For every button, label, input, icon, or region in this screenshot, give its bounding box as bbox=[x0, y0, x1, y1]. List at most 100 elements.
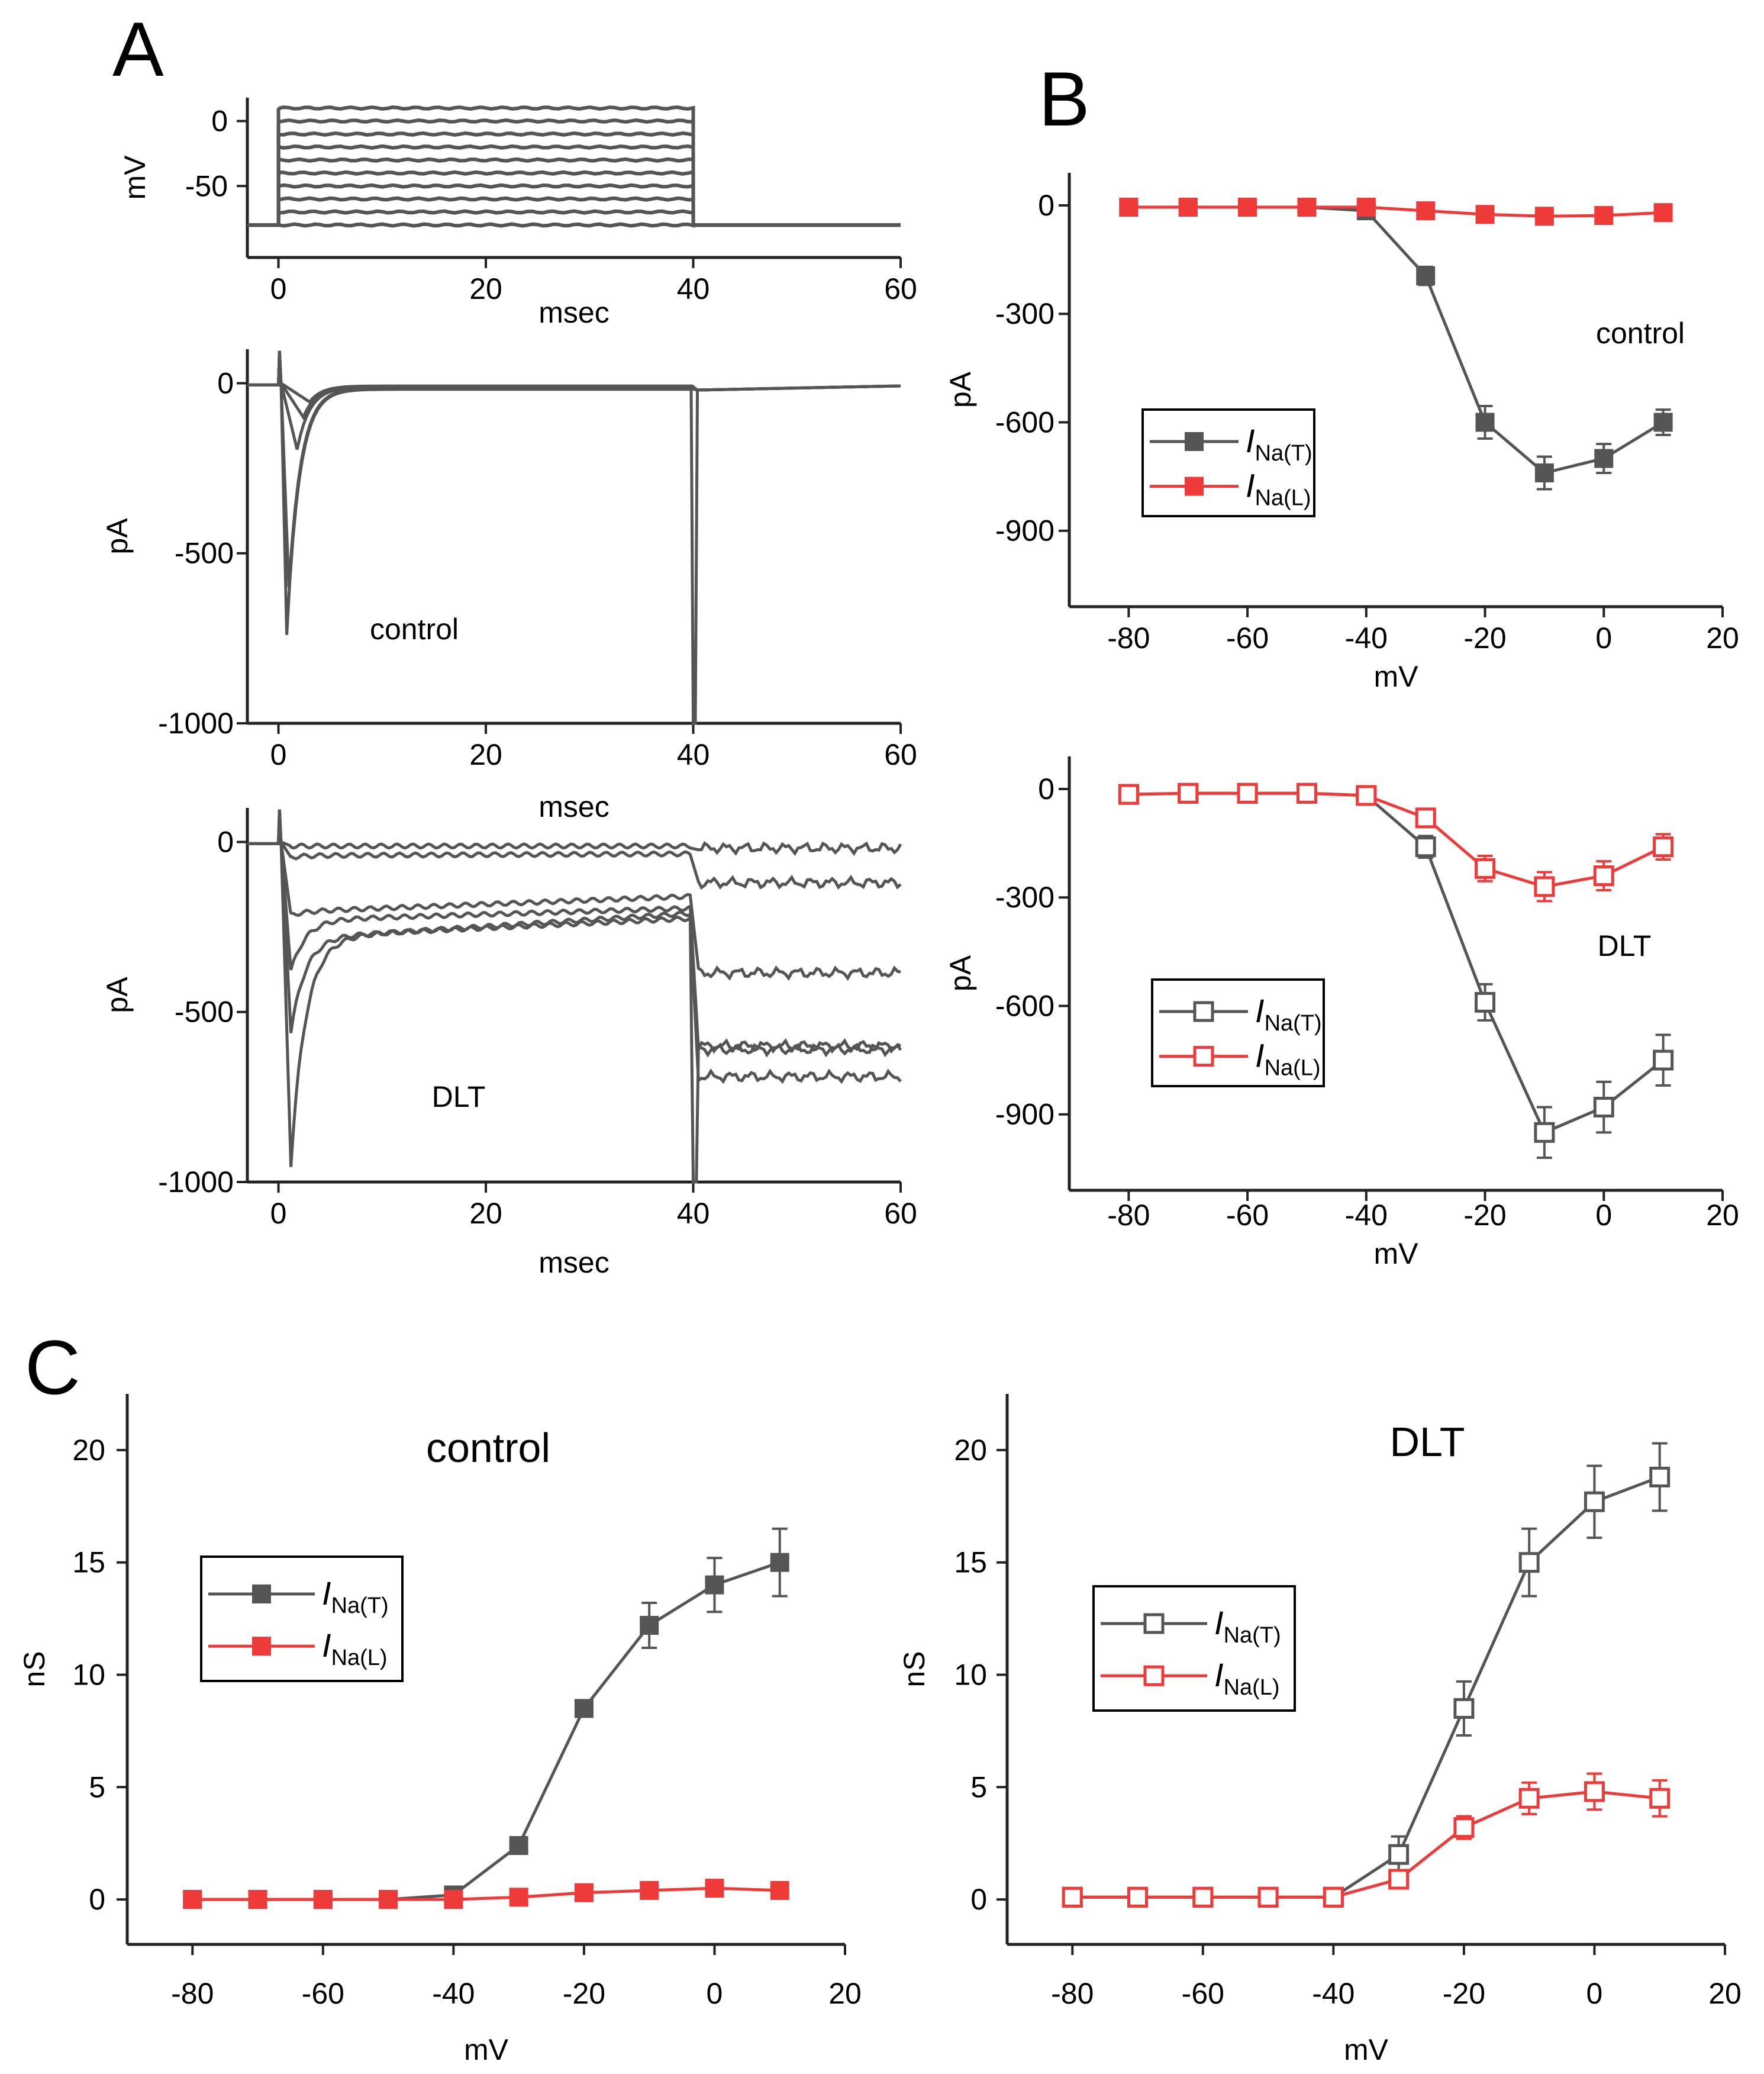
y-tick-label: -500 bbox=[175, 996, 234, 1029]
voltage-step bbox=[247, 196, 901, 227]
legend-marker bbox=[1185, 432, 1204, 451]
voltage-step bbox=[247, 209, 901, 227]
x-tick-label: 20 bbox=[469, 738, 502, 771]
legend-marker bbox=[1193, 1001, 1214, 1022]
x-tick-label: 0 bbox=[1586, 1977, 1603, 2010]
data-point bbox=[1388, 1844, 1410, 1865]
y-axis-label: pA bbox=[944, 371, 977, 408]
y-tick-label: 20 bbox=[954, 1434, 987, 1467]
current-trace bbox=[247, 350, 901, 450]
legend-marker bbox=[1193, 1046, 1214, 1067]
data-point bbox=[1653, 836, 1674, 858]
data-point bbox=[379, 1890, 398, 1909]
data-point bbox=[640, 1615, 659, 1635]
legend-box bbox=[1151, 978, 1325, 1087]
x-tick-label: -20 bbox=[1443, 1977, 1485, 2010]
x-axis-label: msec bbox=[538, 1246, 609, 1279]
legend-label: INa(L) bbox=[1246, 467, 1311, 511]
x-tick-label: 40 bbox=[677, 272, 710, 305]
y-tick-label: 5 bbox=[970, 1770, 987, 1804]
x-tick-label: 0 bbox=[270, 738, 287, 771]
current-trace bbox=[247, 809, 902, 856]
data-point bbox=[574, 1699, 594, 1718]
data-point bbox=[1649, 1788, 1671, 1809]
x-tick-label: 20 bbox=[469, 272, 502, 305]
legend-marker bbox=[1143, 1613, 1165, 1634]
voltage-step bbox=[247, 222, 901, 228]
x-axis-label: mV bbox=[464, 2033, 509, 2066]
voltage-step bbox=[247, 131, 901, 227]
voltage-step bbox=[247, 105, 901, 227]
y-tick-label: -900 bbox=[995, 1098, 1054, 1131]
x-tick-label: 20 bbox=[1706, 621, 1739, 655]
data-point bbox=[1356, 785, 1377, 806]
legend-label: INa(L) bbox=[1255, 1037, 1321, 1081]
data-point bbox=[1518, 1552, 1540, 1573]
data-point bbox=[313, 1890, 333, 1909]
x-tick-label: 20 bbox=[1708, 1977, 1742, 2010]
y-axis-label: mV bbox=[118, 155, 151, 200]
legend-marker bbox=[252, 1585, 271, 1603]
data-point bbox=[1296, 782, 1317, 804]
panel-label-b: B bbox=[1039, 56, 1090, 142]
y-axis-label: pA bbox=[101, 518, 134, 555]
data-point bbox=[1356, 198, 1376, 217]
data-point bbox=[574, 1883, 594, 1902]
legend-box bbox=[200, 1556, 404, 1682]
legend-marker bbox=[252, 1637, 271, 1656]
x-tick-label: 60 bbox=[884, 738, 917, 771]
y-tick-label: 0 bbox=[970, 1883, 987, 1916]
data-point bbox=[1534, 463, 1554, 482]
data-point bbox=[1062, 1886, 1083, 1908]
legend-label: INa(L) bbox=[1214, 1656, 1280, 1700]
y-axis-label: nS bbox=[898, 1651, 931, 1687]
legend-box bbox=[1141, 408, 1315, 517]
data-point bbox=[705, 1575, 724, 1595]
data-point bbox=[183, 1890, 202, 1909]
chart-b2: -80 -60 -40 -20 0 20 0 -300 -600 -900 mV pA INa(T)IN… bbox=[944, 756, 1739, 1270]
data-point bbox=[1257, 1886, 1279, 1908]
x-axis-label: mV bbox=[1344, 2033, 1389, 2066]
data-point bbox=[1518, 1788, 1540, 1809]
x-tick-label: 20 bbox=[1706, 1199, 1739, 1232]
data-point bbox=[1127, 1886, 1149, 1908]
data-point bbox=[1649, 1466, 1671, 1487]
y-tick-label: 0 bbox=[217, 825, 234, 858]
current-trace bbox=[247, 809, 902, 1084]
data-point bbox=[1653, 1049, 1674, 1071]
y-tick-label: -600 bbox=[995, 989, 1054, 1022]
legend-label: INa(T) bbox=[1255, 992, 1322, 1036]
chart-a1: 0 20 40 60 0 -50 msec mV bbox=[118, 98, 917, 329]
x-tick-label: 20 bbox=[469, 1197, 502, 1230]
data-point bbox=[1119, 198, 1139, 217]
legend-label: INa(T) bbox=[322, 1574, 389, 1618]
current-trace bbox=[247, 809, 901, 1054]
x-tick-label: 0 bbox=[270, 272, 287, 305]
x-tick-label: -80 bbox=[1107, 1199, 1150, 1232]
data-point bbox=[1653, 203, 1673, 223]
data-point bbox=[705, 1879, 724, 1898]
y-tick-label: 5 bbox=[89, 1770, 105, 1804]
y-tick-label: -1000 bbox=[158, 1165, 234, 1199]
data-point bbox=[1534, 207, 1554, 226]
condition-label: DLT bbox=[1598, 929, 1652, 962]
x-tick-label: 0 bbox=[1595, 621, 1612, 655]
x-tick-label: 20 bbox=[828, 1977, 862, 2010]
y-axis-label: pA bbox=[944, 955, 977, 991]
x-axis-label: mV bbox=[1374, 660, 1419, 693]
legend-label: INa(T) bbox=[1214, 1604, 1281, 1648]
x-axis-label: msec bbox=[538, 790, 609, 823]
voltage-step bbox=[247, 118, 901, 227]
x-tick-label: -60 bbox=[1182, 1977, 1224, 2010]
chart-title: control bbox=[426, 1425, 550, 1471]
data-point bbox=[1584, 1491, 1605, 1512]
data-point bbox=[770, 1880, 789, 1900]
y-tick-label: -1000 bbox=[158, 707, 234, 740]
x-tick-label: -20 bbox=[1463, 1199, 1506, 1232]
data-point bbox=[1323, 1886, 1344, 1908]
x-tick-label: -80 bbox=[1107, 621, 1150, 655]
x-tick-label: -40 bbox=[1345, 621, 1388, 655]
x-tick-label: -40 bbox=[1312, 1977, 1355, 2010]
series-line bbox=[192, 1886, 780, 1901]
